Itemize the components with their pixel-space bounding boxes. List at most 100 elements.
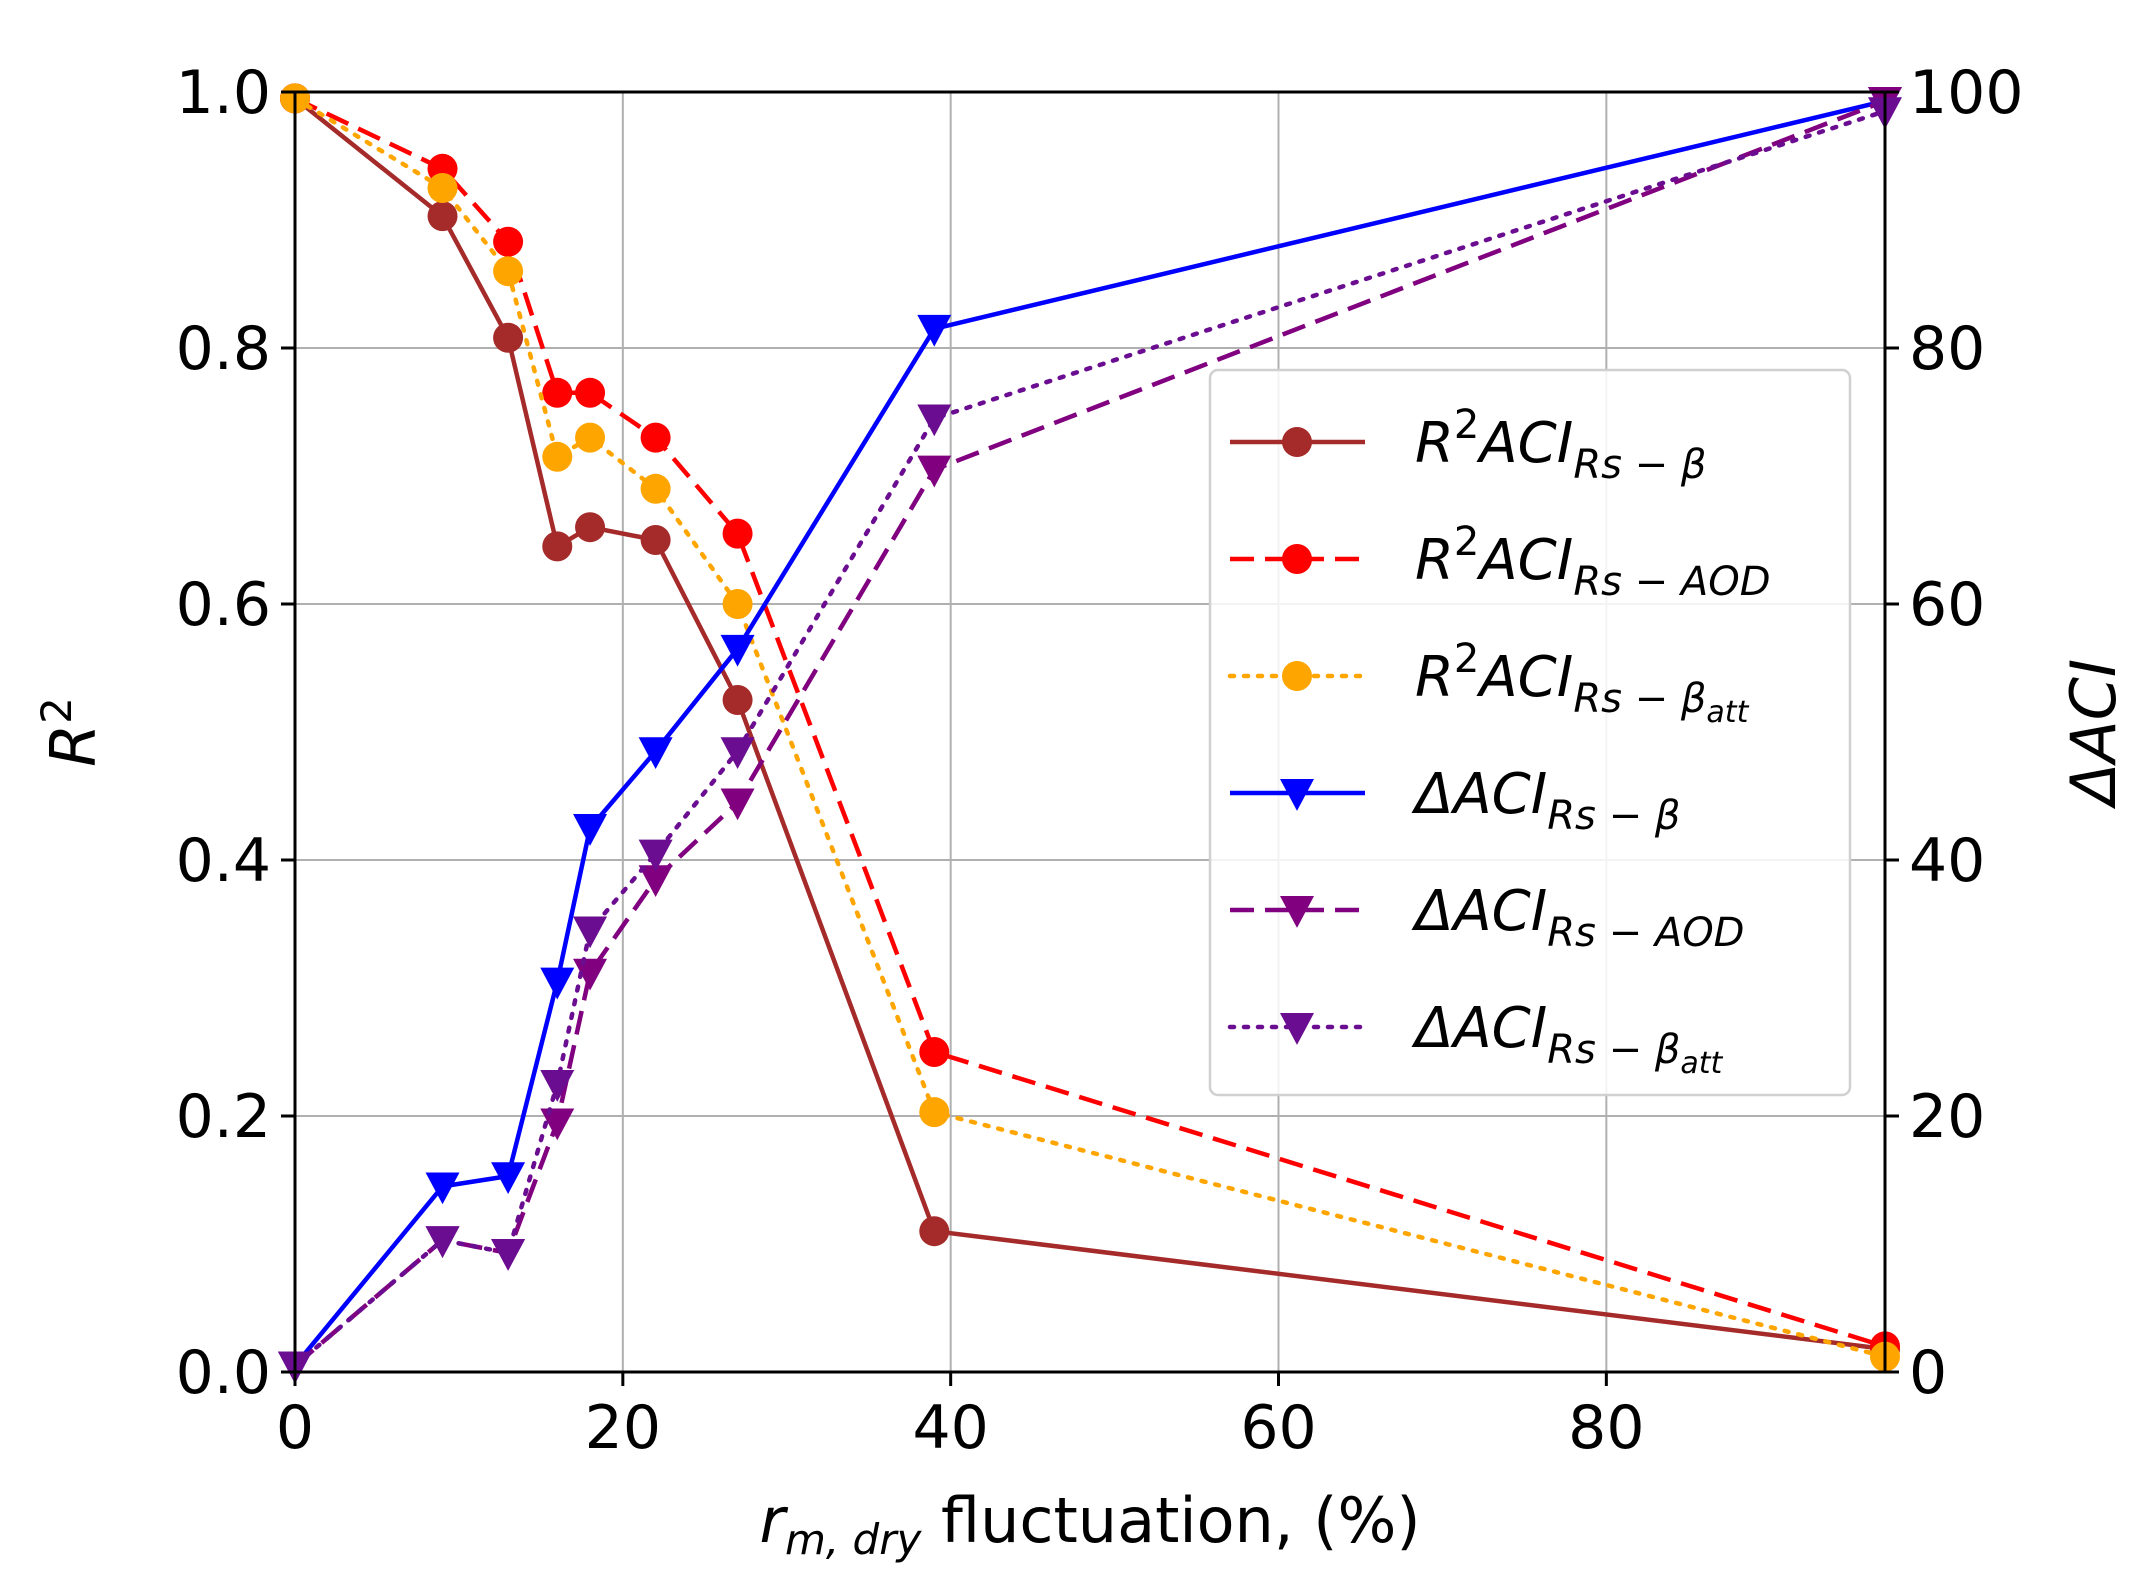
legend-label-superscript: 2	[1454, 636, 1479, 682]
legend-label-main: ACI	[1476, 411, 1573, 476]
series-layer	[278, 83, 1902, 1384]
legend-label-subsubscript: att	[1706, 695, 1749, 730]
legend-marker	[1280, 1013, 1314, 1045]
data-point	[425, 1226, 460, 1259]
legend-marker	[1280, 779, 1314, 811]
x-tick-label: 0	[276, 1393, 314, 1463]
legend-label-prefix: R	[1415, 411, 1454, 476]
data-point	[720, 788, 755, 821]
data-point	[540, 967, 575, 1000]
y-right-tick-label: 40	[1909, 826, 1985, 896]
data-point	[493, 226, 524, 257]
y-axis-left-label-superscript: 2	[32, 697, 81, 724]
data-point	[573, 916, 608, 949]
y-axis-right-label: ΔACI	[2057, 659, 2130, 809]
legend-label-subscript: Rs − β	[1573, 442, 1706, 488]
x-axis-label-subscript: m, dry	[785, 1515, 923, 1564]
y-right-tick-label: 100	[1909, 58, 2024, 128]
legend-entry-dACI_Rs-beta_att: ΔACIRs − βatt	[1227, 996, 1724, 1081]
legend-label-main: ACI	[1450, 762, 1547, 827]
legend-label-prefix: R	[1415, 528, 1454, 593]
data-point	[491, 1162, 526, 1195]
x-tick-label: 20	[585, 1393, 661, 1463]
data-point	[575, 512, 606, 543]
y-right-tick-label: 20	[1909, 1082, 1985, 1152]
legend-entry-dACI_Rs-beta: ΔACIRs − β	[1230, 762, 1680, 839]
data-point	[542, 377, 573, 408]
plot-frame	[293, 90, 1887, 1374]
legend-label-main: ACI	[1476, 645, 1573, 710]
legend-label: ΔACIRs − β	[1411, 762, 1680, 839]
legend-label-subscript: Rs − β	[1547, 1027, 1680, 1073]
x-tick-label: 60	[1240, 1393, 1316, 1463]
ticks-layer: 0 20 40 60 80 0.0 0.2 0.4 0.6 0.8 1.0 0 20 40 60 80 100	[176, 58, 2024, 1463]
x-axis-label-base: r	[759, 1484, 788, 1557]
legend-entry-R2ACI_Rs-AOD: R2ACIRs − AOD	[1230, 519, 1771, 605]
x-axis-label: rm, dry fluctuation, (%)	[759, 1484, 1420, 1564]
legend-label-subscript: Rs − AOD	[1547, 910, 1744, 956]
data-point	[493, 256, 524, 287]
legend-label-main: ACI	[1450, 996, 1547, 1061]
y-left-tick-label: 0.2	[176, 1082, 271, 1152]
data-point	[720, 737, 755, 770]
legend-label-subscript: Rs − β	[1547, 793, 1680, 839]
legend-label-prefix: Δ	[1411, 996, 1453, 1061]
series-dACI_Rs-beta_att	[278, 97, 1902, 1384]
data-point	[640, 473, 671, 504]
legend-box	[1208, 368, 1852, 1097]
data-point	[720, 634, 755, 667]
data-point	[722, 589, 753, 619]
data-point	[573, 814, 608, 846]
y-right-tick-label: 80	[1909, 314, 1985, 384]
legend-label: R2ACIRs − β	[1415, 402, 1706, 488]
data-point	[638, 839, 673, 872]
data-point	[722, 518, 753, 549]
data-point	[917, 314, 952, 347]
legend-entry-R2ACI_Rs-beta: R2ACIRs − β	[1230, 402, 1706, 488]
data-point	[427, 201, 458, 232]
data-point	[638, 737, 673, 770]
data-point	[575, 422, 606, 453]
data-point	[427, 173, 458, 203]
data-point	[917, 404, 952, 437]
y-left-tick-label: 0.0	[176, 1338, 271, 1408]
y-right-tick-label: 60	[1909, 570, 1985, 640]
y-right-tick-label: 0	[1909, 1338, 1947, 1408]
data-point	[919, 1097, 950, 1128]
y-axis-left-label: R2	[32, 697, 110, 767]
data-point	[638, 865, 673, 898]
x-tick-label: 40	[912, 1393, 988, 1463]
legend-marker	[1282, 661, 1312, 691]
legend-label-prefix: Δ	[1411, 879, 1453, 944]
data-point	[491, 1239, 526, 1271]
legend-label: R2ACIRs − AOD	[1415, 519, 1771, 605]
x-tick-label: 80	[1568, 1393, 1644, 1463]
data-point	[493, 322, 524, 353]
legend-label-prefix: R	[1415, 645, 1454, 710]
legend-marker	[1282, 427, 1312, 457]
legend-label-superscript: 2	[1454, 519, 1479, 565]
legend-entry-R2ACI_Rs-beta_att: R2ACIRs − βatt	[1227, 636, 1750, 730]
data-point	[640, 525, 671, 555]
y-left-tick-label: 1.0	[176, 58, 271, 128]
data-point	[425, 1172, 460, 1205]
data-point	[640, 422, 671, 453]
legend-label: R2ACIRs − βatt	[1415, 636, 1750, 730]
data-point	[919, 1037, 950, 1067]
legend-label-superscript: 2	[1454, 402, 1479, 448]
legend-label-prefix: Δ	[1411, 762, 1453, 827]
y-left-tick-label: 0.6	[176, 570, 271, 640]
x-axis-label-rest: fluctuation, (%)	[921, 1484, 1420, 1557]
legend-label-subscript: Rs − AOD	[1573, 559, 1770, 605]
data-point	[575, 377, 606, 408]
data-point	[919, 1216, 950, 1247]
legend-label-subsubscript: att	[1680, 1046, 1723, 1081]
legend-label-main: ACI	[1476, 528, 1573, 593]
series-line	[294, 96, 1886, 1349]
legend-marker	[1282, 544, 1312, 574]
data-point	[722, 685, 753, 715]
data-point	[540, 1070, 575, 1102]
legend-marker	[1280, 896, 1314, 928]
